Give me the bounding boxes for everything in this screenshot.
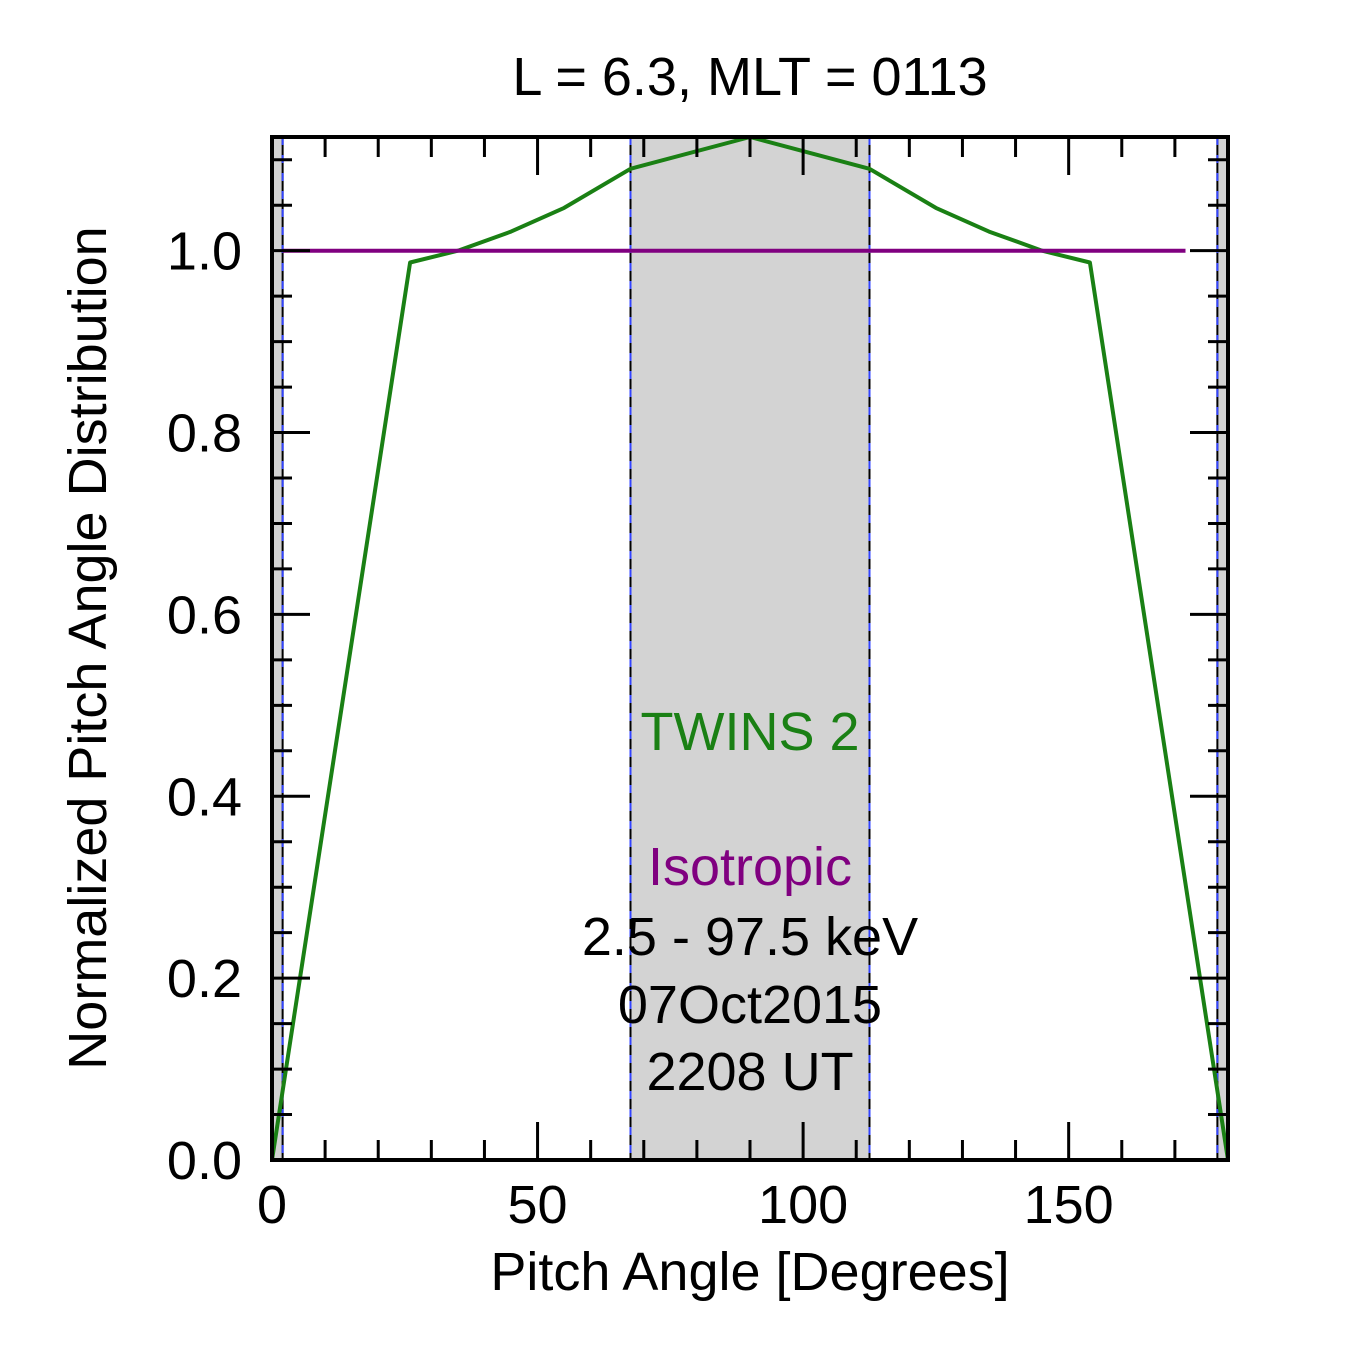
x-tick-label: 100 [758,1175,848,1235]
shaded-regions [272,137,1228,1160]
y-tick-label: 0.0 [167,1131,242,1191]
tick-labels: 0 50 100 150 0.0 0.2 0.4 0.6 0.8 1.0 [167,222,1114,1235]
axis-ticks [272,137,1228,1160]
annotation-date: 07Oct2015 [618,975,882,1035]
shaded-region-0 [272,137,283,1160]
x-axis-label: Pitch Angle [Degrees] [490,1242,1009,1302]
y-tick-label: 0.4 [167,767,242,827]
legend-label-isotropic: Isotropic [648,837,852,897]
x-tick-label: 50 [508,1175,568,1235]
shaded-region-2 [1217,137,1228,1160]
annotation-energy: 2.5 - 97.5 keV [582,907,918,967]
y-axis-label: Normalized Pitch Angle Distribution [58,226,118,1069]
chart-title: L = 6.3, MLT = 0113 [512,47,987,107]
y-tick-label: 0.6 [167,585,242,645]
x-tick-label: 0 [257,1175,287,1235]
y-tick-label: 0.2 [167,949,242,1009]
legend-label-twins: TWINS 2 [640,702,859,762]
y-tick-label: 1.0 [167,222,242,282]
annotation-time: 2208 UT [646,1042,853,1102]
y-tick-label: 0.8 [167,404,242,464]
x-tick-label: 150 [1024,1175,1114,1235]
shaded-region-1 [630,137,870,1160]
